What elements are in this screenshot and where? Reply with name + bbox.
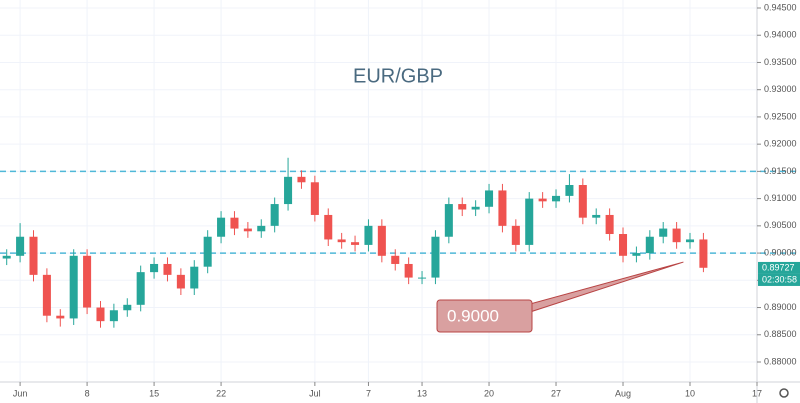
- x-tick-label: 8: [85, 388, 90, 398]
- candle-body: [471, 206, 480, 210]
- candle-body: [284, 176, 293, 205]
- candle-body: [645, 236, 654, 254]
- candle-body: [538, 198, 547, 202]
- candle-body: [324, 214, 333, 240]
- candle-body: [230, 217, 239, 229]
- x-tick-label: 15: [149, 388, 159, 398]
- candle-body: [109, 310, 118, 322]
- candle-body: [257, 225, 266, 232]
- candle-body: [42, 274, 51, 316]
- candle-body: [511, 225, 520, 245]
- last-price-label: 0.89727: [762, 262, 795, 272]
- candle-body: [150, 263, 159, 273]
- candle-body: [83, 255, 92, 308]
- candle-body: [96, 307, 105, 322]
- candle-body: [431, 236, 440, 278]
- marks: [2, 157, 708, 328]
- candle-body: [190, 266, 199, 289]
- candle-body: [418, 277, 427, 279]
- annotation-text: 0.9000: [447, 306, 499, 325]
- candle-body: [565, 185, 574, 196]
- candle-body: [270, 204, 279, 226]
- candle-body: [659, 228, 668, 237]
- axes: 0.880000.885000.890000.895000.900000.905…: [13, 2, 800, 398]
- y-tick-label: 0.88000: [764, 356, 797, 366]
- candle-body: [592, 214, 601, 218]
- candle-body: [29, 236, 38, 275]
- x-tick-label: 17: [752, 388, 762, 398]
- x-tick-label: Jul: [309, 388, 321, 398]
- candle-body: [632, 253, 641, 256]
- candle-body: [672, 228, 681, 243]
- y-tick-label: 0.90000: [764, 247, 797, 257]
- candle-body: [217, 217, 226, 237]
- y-tick-label: 0.89000: [764, 302, 797, 312]
- candle-body: [56, 315, 65, 319]
- candle-body: [2, 255, 11, 259]
- x-tick-label: 10: [685, 388, 695, 398]
- y-tick-label: 0.92000: [764, 139, 797, 149]
- countdown-box: [758, 273, 800, 286]
- y-tick-label: 0.94500: [764, 2, 797, 12]
- candle-body: [404, 263, 413, 278]
- y-tick-label: 0.88500: [764, 329, 797, 339]
- candle-body: [485, 190, 494, 207]
- candle-body: [578, 185, 587, 218]
- y-tick-label: 0.90500: [764, 220, 797, 230]
- candle-body: [552, 195, 561, 202]
- x-tick-label: 7: [366, 388, 371, 398]
- candle-body: [364, 225, 373, 245]
- candle-body: [351, 242, 360, 245]
- candle-body: [605, 214, 614, 235]
- gear[interactable]: [779, 388, 789, 398]
- candle-body: [699, 239, 708, 268]
- candle-body: [498, 190, 507, 226]
- candle-body: [337, 239, 346, 243]
- countdown-label: 02:30:58: [762, 274, 797, 284]
- settings-icon[interactable]: [779, 388, 789, 398]
- y-tick-label: 0.94000: [764, 30, 797, 40]
- y-tick-label: 0.93000: [764, 84, 797, 94]
- candle-body: [136, 272, 145, 305]
- candle-body: [391, 255, 400, 264]
- x-tick-label: Aug: [615, 388, 631, 398]
- y-tick-label: 0.92500: [764, 111, 797, 121]
- x-tick-label: Jun: [13, 388, 28, 398]
- candle-body: [618, 234, 628, 256]
- candle-body: [444, 204, 453, 237]
- candle-body: [685, 239, 695, 243]
- candle-body: [377, 225, 386, 256]
- grid: [0, 0, 800, 382]
- x-tick-label: 27: [551, 388, 561, 398]
- candle-body: [176, 274, 185, 289]
- candle-body: [163, 263, 172, 275]
- y-tick-label: 0.91500: [764, 166, 797, 176]
- candle-body: [123, 304, 132, 311]
- y-tick-label: 0.91000: [764, 193, 797, 203]
- candle-body: [297, 176, 306, 183]
- candle-body: [525, 198, 534, 245]
- x-tick-label: 13: [417, 388, 427, 398]
- last-price-box: [758, 261, 800, 274]
- candle-body: [69, 255, 78, 319]
- candle-body: [458, 204, 467, 210]
- candle-body: [310, 182, 319, 215]
- y-tick-label: 0.93500: [764, 57, 797, 67]
- x-tick-label: 22: [216, 388, 226, 398]
- annotation-box: [436, 299, 533, 333]
- annotation: 0.9000: [436, 261, 684, 333]
- x-tick-label: 20: [484, 388, 494, 398]
- chart-title: EUR/GBP: [353, 65, 443, 87]
- candle-body: [16, 236, 25, 256]
- candle-body: [243, 228, 252, 232]
- candle-body: [203, 236, 212, 267]
